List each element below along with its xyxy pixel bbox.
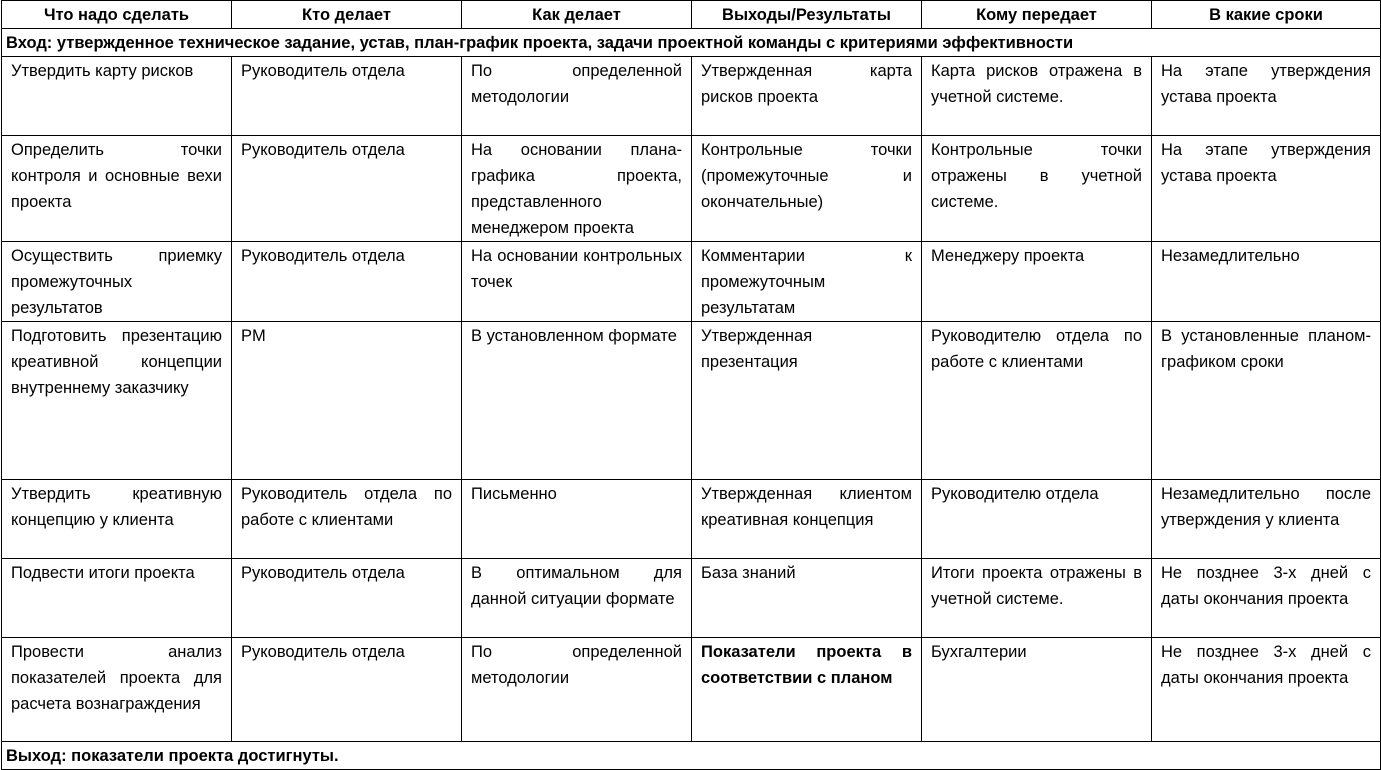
table-row: Утвердить креативную концепцию у клиента…	[1, 479, 1381, 559]
output-cell: Выход: показатели проекта достигнуты.	[1, 741, 1381, 770]
table-cell: Показатели проекта в соответствии с план…	[691, 637, 922, 742]
table-cell: Бухгалтерии	[921, 637, 1152, 742]
table-cell: По определенной методологии	[461, 56, 692, 136]
table-cell: Руководитель отдела по работе с клиентам…	[231, 479, 462, 559]
table-cell: На этапе утверждения устава проекта	[1151, 56, 1381, 136]
header-cell: Выходы/Результаты	[691, 0, 922, 29]
table-cell: В установленном формате	[461, 321, 692, 480]
table-cell: На основании контрольных точек	[461, 241, 692, 322]
table-cell: В установленные планом-графиком сроки	[1151, 321, 1381, 480]
table-cell: Руководитель отдела	[231, 558, 462, 638]
table-cell: Утвержденная карта рисков проекта	[691, 56, 922, 136]
table-row: Определить точки контроля и основные вех…	[1, 135, 1381, 242]
table-cell: Руководитель отдела	[231, 241, 462, 322]
table-cell: В оптимальном для данной ситуации формат…	[461, 558, 692, 638]
table-cell: База знаний	[691, 558, 922, 638]
table-cell: Незамедлительно после утверждения у клие…	[1151, 479, 1381, 559]
table-cell: Комментарии к промежуточным результатам	[691, 241, 922, 322]
input-cell: Вход: утвержденное техническое задание, …	[1, 28, 1381, 57]
table-cell: Определить точки контроля и основные вех…	[1, 135, 232, 242]
header-row: Что надо сделать Кто делает Как делает В…	[1, 0, 1381, 29]
table-cell: На этапе утверждения устава проекта	[1151, 135, 1381, 242]
table-cell: Карта рисков отражена в учетной системе.	[921, 56, 1152, 136]
input-row: Вход: утвержденное техническое задание, …	[1, 28, 1381, 57]
table-cell: Осуществить приемку промежуточных резуль…	[1, 241, 232, 322]
table-cell: Подготовить презентацию креативной конце…	[1, 321, 232, 480]
table-cell: Руководитель отдела	[231, 56, 462, 136]
table-cell: Утвердить карту рисков	[1, 56, 232, 136]
table-cell: Менеджеру проекта	[921, 241, 1152, 322]
header-cell: Что надо сделать	[1, 0, 232, 29]
table-cell: На основании плана-графика проекта, пред…	[461, 135, 692, 242]
table-cell: Руководителю отдела по работе с клиентам…	[921, 321, 1152, 480]
table-cell: Руководителю отдела	[921, 479, 1152, 559]
table-cell: Не позднее 3-х дней с даты окончания про…	[1151, 637, 1381, 742]
table-row: Подвести итоги проекта Руководитель отдел…	[1, 558, 1381, 638]
table-row: Утвердить карту рисков Руководитель отдел…	[1, 56, 1381, 136]
table-cell: Подвести итоги проекта	[1, 558, 232, 638]
table-cell: Утвержденная презентация	[691, 321, 922, 480]
table-cell: Не позднее 3-х дней с даты окончания про…	[1151, 558, 1381, 638]
header-cell: Кто делает	[231, 0, 462, 29]
table-cell: По определенной методологии	[461, 637, 692, 742]
table-row: Осуществить приемку промежуточных резуль…	[1, 241, 1381, 322]
table-cell: Руководитель отдела	[231, 637, 462, 742]
header-cell: В какие сроки	[1151, 0, 1381, 29]
table-cell: Незамедлительно	[1151, 241, 1381, 322]
table-cell: Утвердить креативную концепцию у клиента	[1, 479, 232, 559]
table-cell: PM	[231, 321, 462, 480]
table-cell: Письменно	[461, 479, 692, 559]
table-cell: Провести анализ показателей проекта для …	[1, 637, 232, 742]
header-cell: Кому передает	[921, 0, 1152, 29]
table-row: Подготовить презентацию креативной конце…	[1, 321, 1381, 480]
table-row: Провести анализ показателей проекта для …	[1, 637, 1381, 742]
table-cell: Утвержденная клиентом креативная концепц…	[691, 479, 922, 559]
table-cell: Контрольные точки (промежуточные и оконч…	[691, 135, 922, 242]
output-row: Выход: показатели проекта достигнуты.	[1, 741, 1381, 770]
table-cell: Руководитель отдела	[231, 135, 462, 242]
table-cell: Контрольные точки отражены в учетной сис…	[921, 135, 1152, 242]
table-cell: Итоги проекта отражены в учетной системе…	[921, 558, 1152, 638]
header-cell: Как делает	[461, 0, 692, 29]
